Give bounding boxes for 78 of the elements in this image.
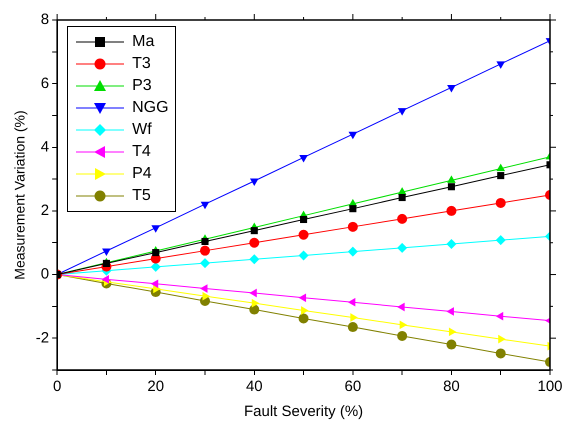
legend-label: Wf	[132, 121, 152, 139]
point	[152, 249, 160, 256]
point	[200, 284, 208, 293]
point	[150, 262, 161, 272]
point	[348, 322, 358, 332]
point	[498, 334, 506, 344]
point	[201, 238, 209, 245]
x-tick-label: 40	[246, 378, 263, 396]
point	[496, 61, 506, 69]
point	[298, 230, 309, 240]
y-tick-label: 0	[40, 266, 50, 283]
point	[447, 84, 456, 92]
point	[298, 313, 309, 324]
point	[249, 288, 257, 298]
point	[496, 164, 506, 172]
y-tick-label: 6	[40, 74, 50, 92]
point	[200, 258, 210, 268]
point	[446, 206, 456, 216]
legend-label: Ma	[132, 33, 154, 51]
point	[398, 194, 406, 202]
point	[349, 205, 356, 212]
point	[150, 279, 158, 288]
point	[497, 172, 504, 180]
point	[250, 178, 259, 186]
point	[300, 216, 308, 224]
y-tick-label: 2	[40, 202, 50, 220]
point	[298, 293, 306, 302]
x-tick-label: 0	[52, 378, 62, 396]
point	[102, 248, 111, 256]
point	[400, 320, 408, 330]
point	[200, 246, 210, 256]
point	[301, 306, 309, 315]
point	[250, 227, 258, 234]
point	[200, 202, 210, 210]
legend-label: T5	[132, 187, 151, 205]
point	[151, 225, 160, 233]
point	[249, 238, 260, 248]
x-tick-label: 100	[537, 378, 563, 396]
y-axis-title: Measurement Variation (%)	[11, 110, 28, 280]
point	[448, 327, 456, 336]
point	[249, 254, 260, 264]
x-axis-title: Fault Severity (%)	[244, 403, 364, 420]
point	[496, 235, 506, 246]
legend-label: P4	[132, 165, 152, 183]
point	[397, 242, 408, 253]
point	[397, 302, 405, 312]
x-tick-label: 80	[443, 378, 460, 396]
point	[101, 274, 109, 284]
y-tick-label: -2	[36, 329, 50, 346]
legend-label: NGG	[132, 99, 169, 117]
x-tick-label: 20	[147, 378, 164, 396]
point	[397, 214, 408, 224]
point	[448, 183, 455, 190]
point	[446, 340, 456, 350]
legend-label: T4	[132, 143, 151, 161]
legend-label: P3	[132, 77, 152, 95]
point	[252, 298, 260, 308]
point	[397, 330, 408, 341]
point	[249, 304, 260, 315]
x-tick-label: 60	[344, 378, 362, 396]
point	[298, 250, 309, 260]
point	[496, 312, 504, 321]
point	[348, 132, 358, 140]
point	[299, 154, 308, 162]
point	[398, 108, 406, 116]
point	[496, 348, 506, 358]
point	[202, 292, 210, 301]
y-tick-label: 8	[40, 11, 50, 28]
point	[348, 246, 358, 257]
point	[153, 284, 161, 294]
point	[350, 313, 358, 322]
point	[348, 222, 358, 232]
point	[348, 298, 356, 307]
legend-label: T3	[132, 55, 151, 73]
y-tick-label: 4	[40, 138, 50, 156]
point	[446, 307, 454, 316]
point	[496, 198, 506, 208]
point	[446, 239, 456, 249]
